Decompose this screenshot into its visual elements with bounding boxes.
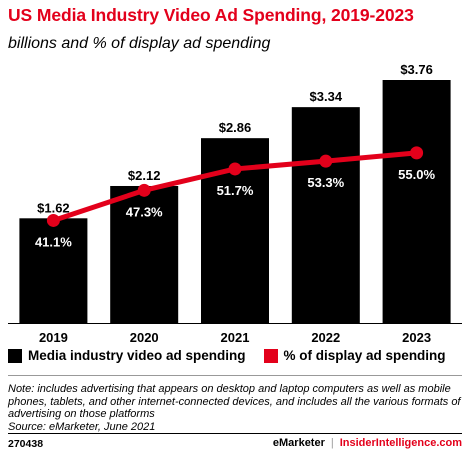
chart-legend: Media industry video ad spending % of di… xyxy=(8,348,464,363)
x-tick-2021: 2021 xyxy=(221,330,250,345)
chart-plot: $1.62 $2.12 $2.86 $3.34 $3.76 41.1% 47.3% 51.7%… xyxy=(8,62,462,345)
bar-label-2019: $1.62 xyxy=(37,200,70,215)
x-tick-2023: 2023 xyxy=(402,330,431,345)
line-label-2023: 55.0% xyxy=(398,167,435,182)
line-label-2020: 47.3% xyxy=(126,204,163,219)
bar-2022 xyxy=(291,107,360,323)
legend-item-video-ad-spending: Media industry video ad spending xyxy=(8,348,246,363)
legend-label-display-share: % of display ad spending xyxy=(283,348,446,363)
bar-label-2022: $3.34 xyxy=(310,89,343,104)
chart-subtitle: billions and % of display ad spending xyxy=(8,35,271,52)
brand-insider-intelligence: InsiderIntelligence.com xyxy=(339,437,462,449)
note-text: Note: includes advertising that appears … xyxy=(8,383,461,420)
point-2020 xyxy=(137,183,151,197)
chart-id: 270438 xyxy=(8,438,44,450)
point-2021 xyxy=(228,162,242,176)
x-tick-2019: 2019 xyxy=(39,330,68,345)
legend-item-display-share: % of display ad spending xyxy=(263,348,446,363)
footer-brand: eMarketer | InsiderIntelligence.com xyxy=(273,437,462,449)
bar-2019 xyxy=(19,218,88,323)
line-label-2019: 41.1% xyxy=(35,234,72,249)
bar-label-2021: $2.86 xyxy=(219,120,252,135)
point-2023 xyxy=(410,146,424,160)
note-divider xyxy=(8,375,462,376)
bar-2023 xyxy=(382,80,451,323)
line-label-2021: 51.7% xyxy=(217,183,254,198)
point-2022 xyxy=(319,154,333,168)
brand-separator: | xyxy=(330,437,334,449)
footer-divider xyxy=(8,433,462,434)
bar-label-2023: $3.76 xyxy=(400,62,433,77)
chart-note: Note: includes advertising that appears … xyxy=(8,383,463,433)
legend-swatch-bar xyxy=(8,348,22,363)
bar-2020 xyxy=(110,185,179,323)
legend-swatch-line xyxy=(263,348,278,363)
point-2019 xyxy=(46,213,60,227)
x-tick-2022: 2022 xyxy=(311,330,340,345)
legend-label-video-ad-spending: Media industry video ad spending xyxy=(28,348,246,363)
line-label-2022: 53.3% xyxy=(307,175,344,190)
brand-emarketer: eMarketer xyxy=(272,437,325,449)
chart-title: US Media Industry Video Ad Spending, 201… xyxy=(8,5,414,25)
x-tick-2020: 2020 xyxy=(130,330,159,345)
bar-label-2020: $2.12 xyxy=(128,168,161,183)
source-text: Source: eMarketer, June 2021 xyxy=(8,420,156,433)
